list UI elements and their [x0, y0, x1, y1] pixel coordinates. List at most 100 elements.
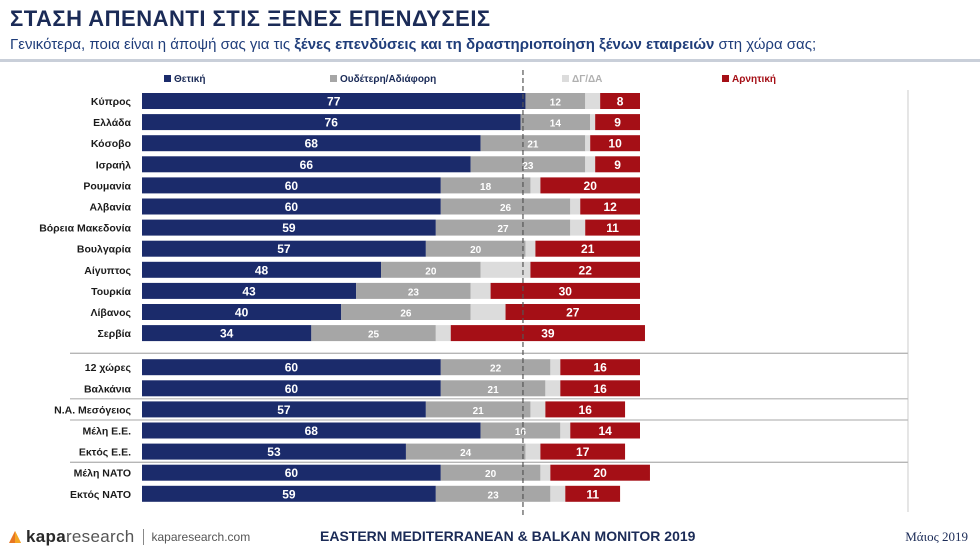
data-label-neutral: 24: [460, 448, 472, 459]
category-label: Σερβία: [97, 328, 131, 340]
data-label-positive: 66: [300, 158, 314, 172]
data-label-negative: 20: [584, 179, 598, 193]
category-label: Βαλκάνια: [84, 383, 132, 395]
data-label-positive: 53: [267, 445, 281, 459]
bar-neutral: [311, 325, 436, 342]
data-label-neutral: 23: [488, 490, 500, 501]
bar-positive: [142, 240, 426, 257]
bar-dk: [435, 325, 451, 342]
category-label: Τουρκία: [91, 286, 131, 298]
data-label-positive: 57: [277, 403, 291, 417]
bar-neutral: [435, 219, 571, 236]
data-label-positive: 48: [255, 263, 269, 277]
bar-negative: [595, 156, 640, 173]
bar-dk: [560, 422, 571, 439]
bar-negative: [560, 380, 640, 397]
bar-negative: [585, 219, 640, 236]
site-url: kaparesearch.com: [151, 530, 251, 544]
bar-negative: [560, 359, 640, 376]
data-label-positive: 57: [277, 242, 291, 256]
legend-swatch-positive: [164, 75, 171, 82]
bar-dk: [585, 135, 591, 152]
category-label: Ρουμανία: [83, 180, 131, 192]
bar-neutral: [440, 464, 541, 481]
bar-positive: [142, 422, 481, 439]
data-label-positive: 40: [235, 306, 249, 320]
bar-positive: [142, 198, 441, 215]
bar-positive: [142, 443, 406, 460]
legend-swatch-neutral: [330, 75, 337, 82]
category-label: Κόσοβο: [91, 138, 131, 150]
report-name: EASTERN MEDITERRANEAN & BALKAN MONITOR 2…: [320, 528, 696, 544]
bar-dk: [590, 114, 596, 131]
data-label-positive: 77: [327, 95, 341, 109]
data-label-positive: 34: [220, 327, 234, 341]
bar-negative: [580, 198, 640, 215]
bar-positive: [142, 401, 426, 418]
bar-negative: [490, 282, 640, 299]
bar-negative: [590, 135, 640, 152]
data-label-positive: 59: [282, 221, 296, 235]
bar-positive: [142, 359, 441, 376]
bar-negative: [540, 177, 640, 194]
data-label-neutral: 22: [490, 364, 502, 375]
bar-dk: [470, 282, 491, 299]
bar-dk: [530, 401, 546, 418]
bar-positive: [142, 156, 471, 173]
bar-dk: [525, 443, 541, 460]
data-label-positive: 68: [305, 424, 319, 438]
data-label-neutral: 20: [470, 245, 482, 256]
legend-label-negative: Αρνητική: [732, 74, 776, 85]
kapa-logo-icon: [9, 531, 21, 543]
data-label-neutral: 18: [480, 182, 492, 193]
bar-negative: [530, 261, 640, 278]
bar-dk: [570, 198, 581, 215]
bar-positive: [142, 261, 382, 278]
bar-neutral: [381, 261, 481, 278]
data-label-positive: 68: [305, 137, 319, 151]
page-subtitle: Γενικότερα, ποια είναι η άποψή σας για τ…: [10, 36, 816, 53]
data-label-neutral: 25: [368, 330, 380, 341]
category-label: 12 χώρες: [85, 362, 132, 374]
data-label-negative: 14: [598, 424, 612, 438]
data-label-positive: 43: [242, 284, 256, 298]
bar-negative: [550, 464, 650, 481]
logo-wordmark: kaparesearch: [26, 527, 135, 546]
bar-positive: [142, 219, 436, 236]
bar-positive: [142, 282, 357, 299]
data-label-neutral: 14: [550, 119, 562, 130]
bar-dk: [550, 359, 561, 376]
bar-negative: [600, 93, 640, 109]
bar-negative: [570, 422, 640, 439]
bar-dk: [585, 93, 601, 109]
data-label-negative: 16: [593, 382, 607, 396]
bar-neutral: [425, 240, 526, 257]
data-label-neutral: 21: [488, 385, 500, 396]
data-label-negative: 9: [614, 158, 621, 172]
bar-neutral: [440, 177, 531, 194]
data-label-positive: 60: [285, 361, 299, 375]
bar-dk: [480, 261, 531, 278]
data-label-neutral: 23: [408, 287, 420, 298]
data-label-neutral: 20: [485, 469, 497, 480]
category-label: Κύπρος: [91, 96, 132, 108]
bar-negative: [595, 114, 640, 131]
data-label-negative: 12: [603, 200, 617, 214]
category-label: Αίγυπτος: [84, 265, 131, 277]
report-date: Μάιος 2019: [905, 529, 968, 544]
legend-swatch-negative: [722, 75, 729, 82]
bar-positive: [142, 304, 342, 320]
category-label: Μέλη ΝΑΤΟ: [74, 468, 131, 480]
legend-label-positive: Θετική: [174, 74, 205, 85]
bar-neutral: [440, 380, 546, 397]
bar-neutral: [435, 485, 551, 502]
subtitle-text-end: στη χώρα σας;: [714, 36, 817, 53]
bar-negative: [565, 485, 621, 502]
subtitle-text: Γενικότερα, ποια είναι η άποψή σας για τ…: [10, 36, 295, 53]
data-label-negative: 16: [579, 403, 593, 417]
bar-neutral: [356, 282, 471, 299]
header-divider: [0, 59, 980, 62]
bar-negative: [545, 401, 626, 418]
subtitle-emphasis: ξένες επενδύσεις και τη δραστηριοποίηση …: [294, 36, 715, 53]
category-label: Ισραήλ: [96, 159, 131, 171]
